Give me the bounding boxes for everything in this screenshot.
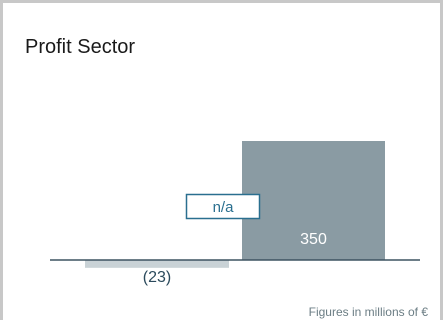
annotation-box [185, 193, 261, 220]
data-label-positive: 350 [300, 231, 327, 248]
bar-positive [242, 141, 385, 260]
labels-group: (23) 350 [143, 231, 327, 286]
bars-group [85, 141, 385, 268]
chart-title: Profit Sector [25, 36, 136, 58]
chart-footnote: Figures in millions of € [308, 305, 428, 319]
bar-negative [85, 260, 229, 268]
profit-chart: (23) 350 n/a [50, 141, 420, 286]
annotation-group: n/a [185, 193, 261, 220]
annotation-label: n/a [213, 199, 235, 216]
data-label-negative: (23) [143, 269, 171, 286]
